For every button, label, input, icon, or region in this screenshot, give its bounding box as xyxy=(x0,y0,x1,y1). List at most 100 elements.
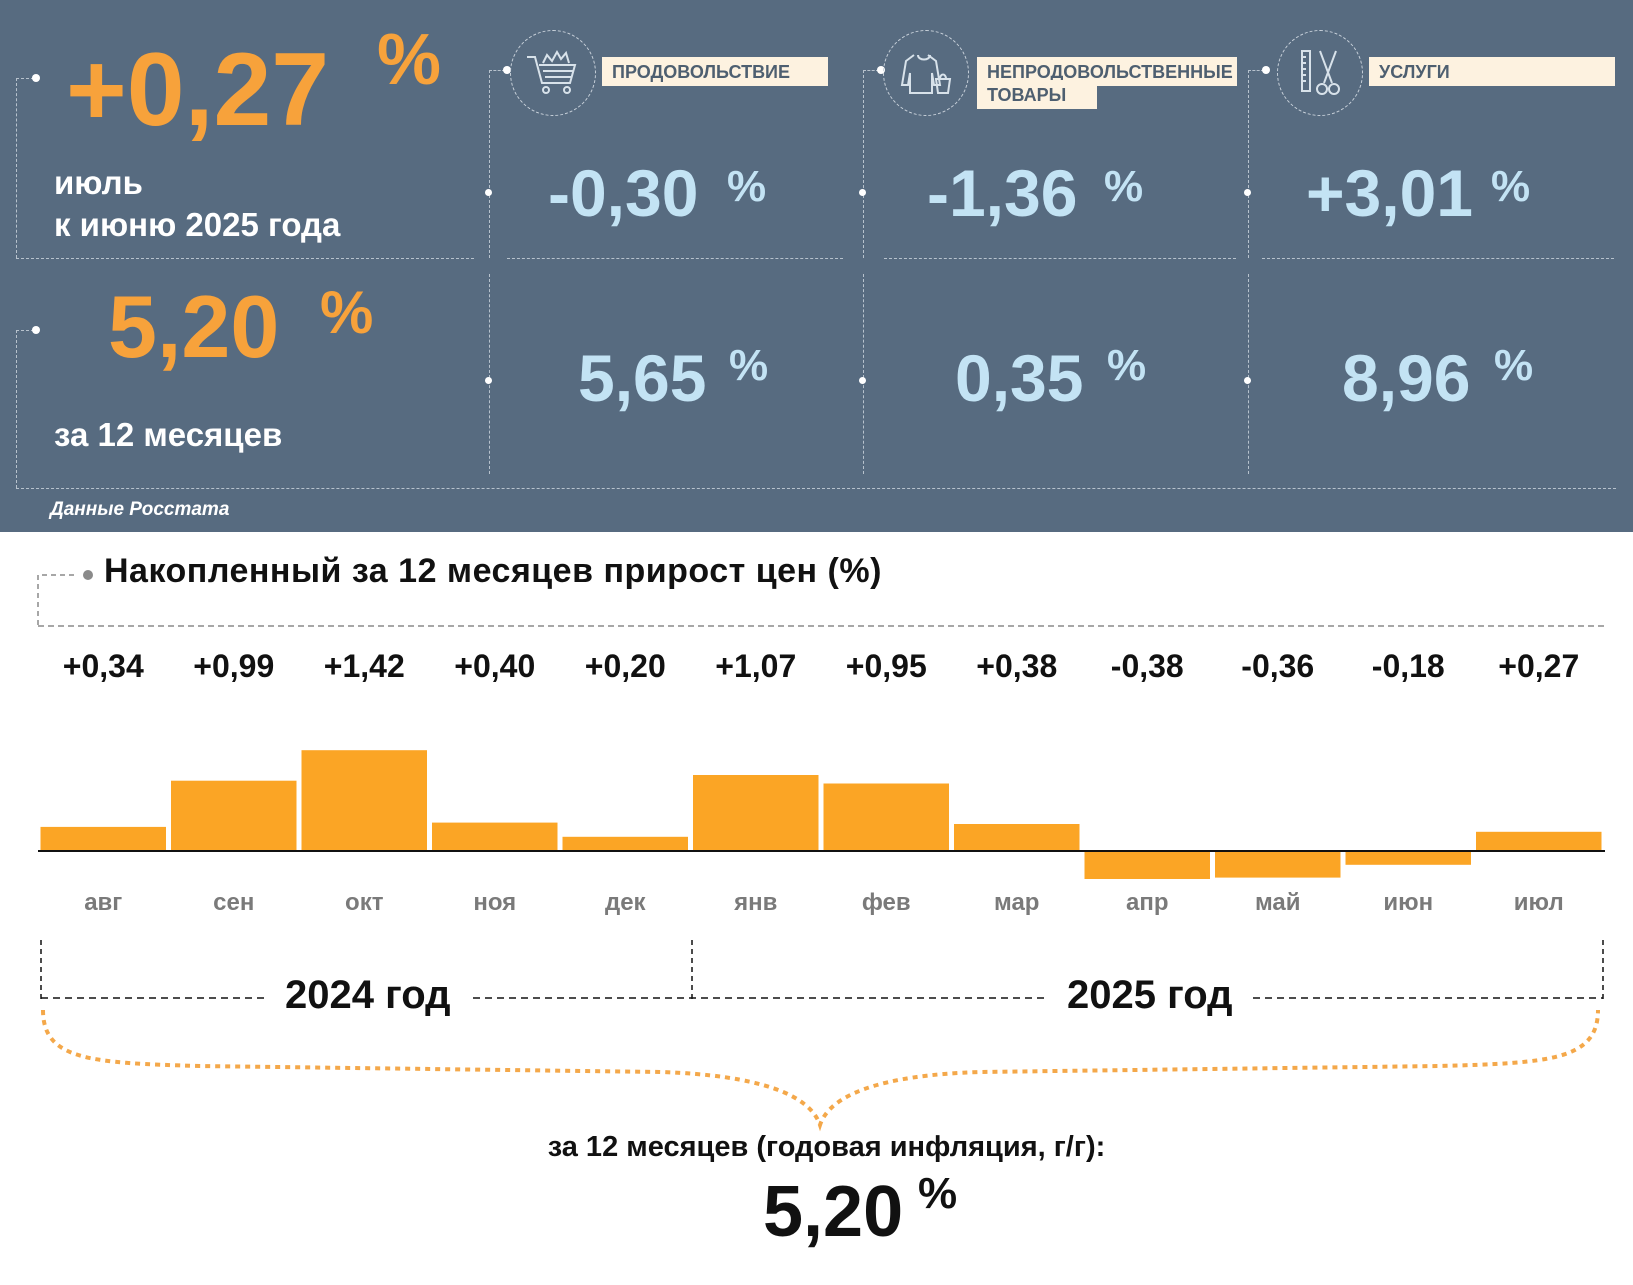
bar-фев xyxy=(823,783,949,851)
bullet-dot xyxy=(859,377,866,384)
bullet-dot xyxy=(1244,377,1251,384)
divider xyxy=(16,330,17,488)
bar-дек xyxy=(562,836,688,851)
divider xyxy=(16,488,1616,489)
month-label-апр: апр xyxy=(1125,889,1169,916)
title-connector xyxy=(37,574,78,625)
nonfood-annual-percent: % xyxy=(1107,341,1147,390)
bullet-dot xyxy=(859,189,866,196)
bullet-dot xyxy=(1244,189,1251,196)
bullet-dot xyxy=(485,189,492,196)
value-label-ноя: +0,40 xyxy=(454,648,536,684)
nonfood-monthly-value: -1,36 xyxy=(927,156,1078,230)
bar-ноя xyxy=(432,822,558,851)
annual-summary-percent: % xyxy=(918,1169,958,1218)
divider xyxy=(1248,70,1249,258)
divider xyxy=(16,258,474,259)
year-label-2024: 2024 год xyxy=(267,973,469,1018)
divider xyxy=(863,274,864,474)
monthly-caption-line2: к июню 2025 года xyxy=(54,206,341,243)
value-label-фев: +0,95 xyxy=(845,648,927,684)
value-label-май: -0,36 xyxy=(1241,648,1315,684)
month-label-сен: сен xyxy=(213,889,255,916)
shopping-cart-icon xyxy=(527,49,577,94)
divider xyxy=(1248,274,1249,474)
services-annual-percent: % xyxy=(1494,341,1534,390)
bar-авг xyxy=(40,826,166,851)
value-label-дек: +0,20 xyxy=(584,648,666,684)
bars-group xyxy=(40,750,1602,879)
data-source-note: Данные Росстата xyxy=(50,499,230,520)
bullet-dot xyxy=(32,326,40,334)
monthly-inflation-percent: % xyxy=(377,20,442,100)
bar-сен xyxy=(171,780,297,851)
bar-апр xyxy=(1084,852,1210,879)
month-label-мар: мар xyxy=(994,889,1040,916)
bullet-dot xyxy=(1262,66,1270,74)
divider xyxy=(1248,70,1264,71)
divider xyxy=(489,274,490,474)
month-label-июн: июн xyxy=(1383,889,1434,916)
divider xyxy=(489,70,490,258)
annual-inflation-percent: % xyxy=(320,279,374,346)
nonfood-monthly-percent: % xyxy=(1104,162,1144,211)
bullet-dot xyxy=(485,377,492,384)
summary-brace xyxy=(41,1009,1600,1132)
food-icon-circle xyxy=(510,30,596,116)
category-label-nonfood-line2: ТОВАРЫ xyxy=(977,80,1097,109)
month-label-май: май xyxy=(1254,889,1301,916)
divider xyxy=(1262,258,1614,259)
category-label-food: ПРОДОВОЛЬСТВИЕ xyxy=(602,57,828,86)
food-monthly-percent: % xyxy=(727,162,767,211)
scissors-comb-icon xyxy=(1301,50,1340,95)
clothes-icon xyxy=(900,54,952,94)
monthly-caption-line1: июль xyxy=(54,164,143,201)
month-label-июл: июл xyxy=(1513,889,1564,916)
food-monthly-value: -0,30 xyxy=(548,156,699,230)
nonfood-icon-circle xyxy=(883,30,969,116)
divider xyxy=(489,70,505,71)
bar-окт xyxy=(301,750,427,851)
value-label-окт: +1,42 xyxy=(323,648,405,684)
value-label-июн: -0,18 xyxy=(1371,648,1445,684)
year-label-2025: 2025 год xyxy=(1049,973,1251,1018)
bar-мар xyxy=(954,824,1080,851)
nonfood-annual-value: 0,35 xyxy=(955,341,1084,415)
month-label-дек: дек xyxy=(604,889,646,916)
value-label-июл: +0,27 xyxy=(1498,648,1580,684)
food-annual-percent: % xyxy=(729,341,769,390)
bullet-dot xyxy=(32,74,40,82)
category-label-services: УСЛУГИ xyxy=(1369,57,1615,86)
bar-июн xyxy=(1345,852,1471,865)
services-annual-value: 8,96 xyxy=(1342,341,1471,415)
month-label-фев: фев xyxy=(861,889,911,916)
divider xyxy=(16,78,34,79)
month-label-ноя: ноя xyxy=(473,889,517,916)
month-label-янв: янв xyxy=(734,889,778,916)
bullet-dot xyxy=(877,66,885,74)
divider xyxy=(863,70,879,71)
services-monthly-percent: % xyxy=(1491,162,1531,211)
monthly-inflation-value: +0,27 xyxy=(66,32,330,148)
services-monthly-value: +3,01 xyxy=(1306,156,1473,230)
bullet-dot xyxy=(503,66,511,74)
services-icon-circle xyxy=(1277,30,1363,116)
annual-inflation-value: 5,20 xyxy=(108,277,280,376)
month-label-авг: авг xyxy=(84,889,123,916)
divider xyxy=(884,258,1236,259)
bar-июл xyxy=(1476,831,1602,851)
value-label-авг: +0,34 xyxy=(62,648,144,684)
bar-янв xyxy=(693,775,819,851)
value-label-апр: -0,38 xyxy=(1110,648,1184,684)
summary-panel: +0,27 % июль к июню 2025 года 5,20 % за … xyxy=(0,0,1633,532)
value-label-сен: +0,99 xyxy=(193,648,275,684)
month-label-окт: окт xyxy=(345,889,384,916)
divider xyxy=(507,258,843,259)
value-label-мар: +0,38 xyxy=(976,648,1058,684)
annual-summary-value: 5,20 xyxy=(763,1172,904,1252)
annual-summary-caption: за 12 месяцев (годовая инфляция, г/г): xyxy=(547,1131,1106,1163)
food-annual-value: 5,65 xyxy=(578,341,707,415)
value-label-янв: +1,07 xyxy=(715,648,797,684)
chart-title: Накопленный за 12 месяцев прирост цен (%… xyxy=(104,552,882,590)
